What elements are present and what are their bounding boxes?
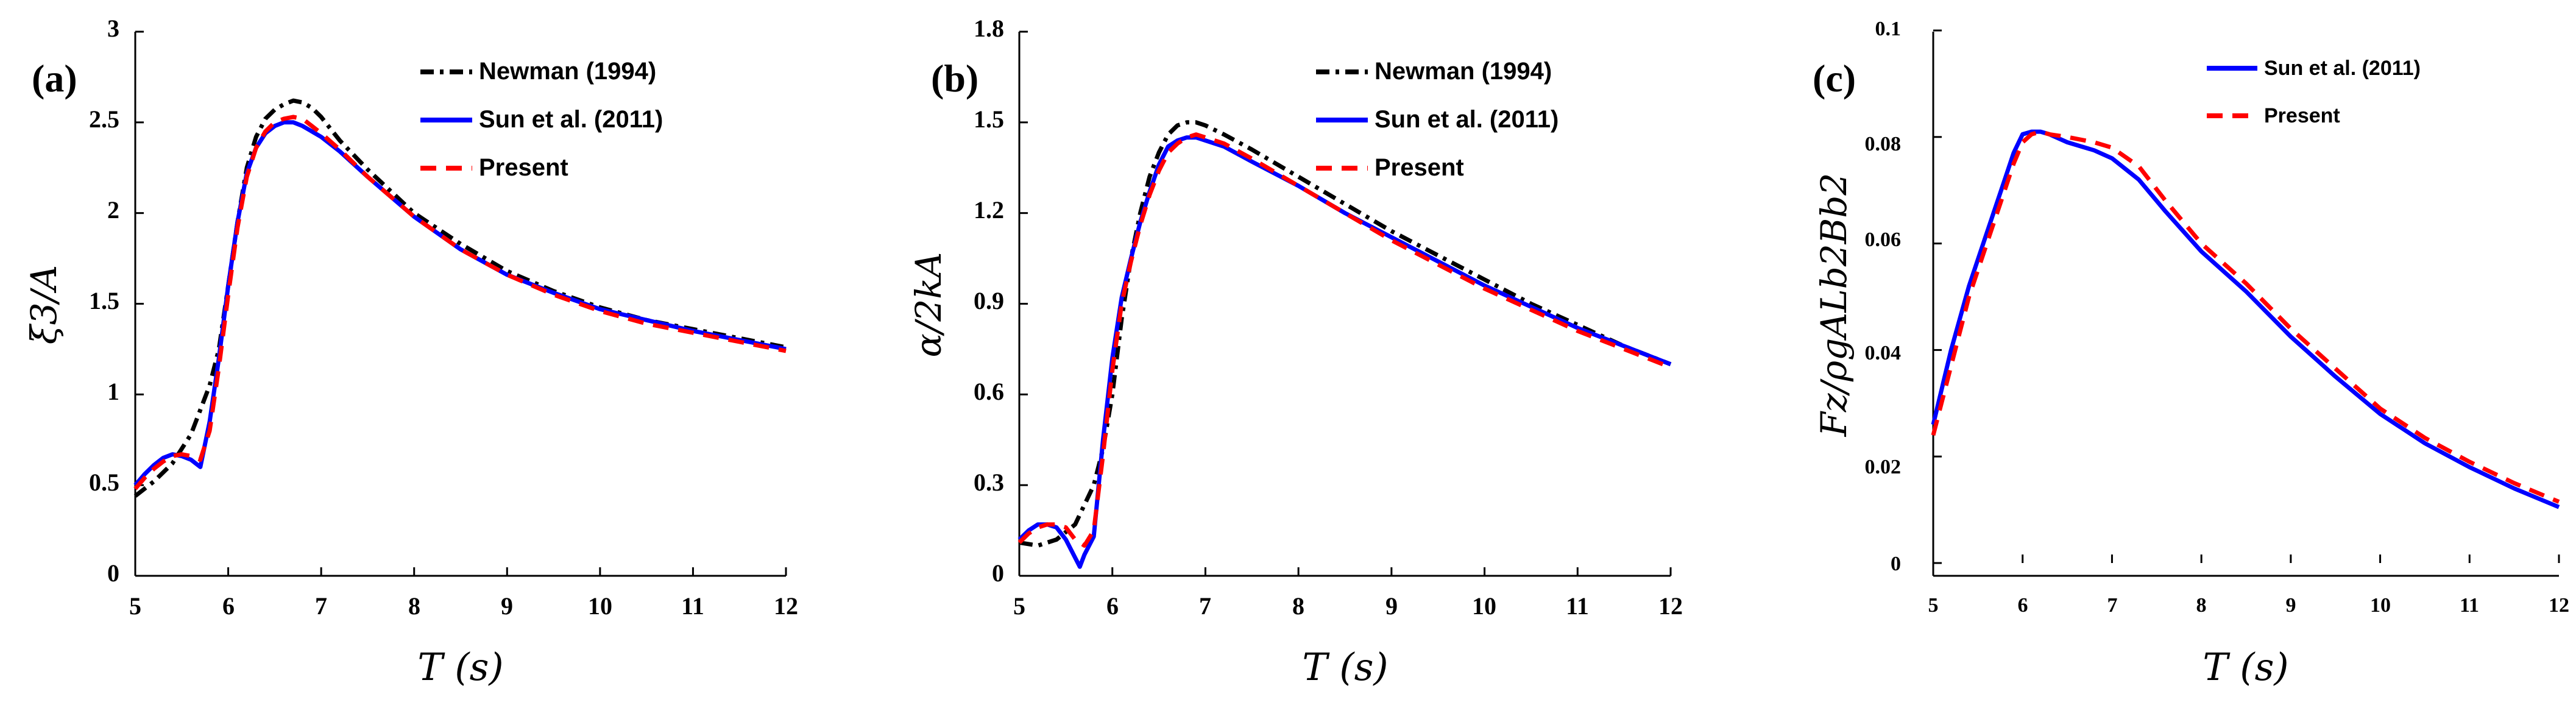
- x-tick-label: 6: [222, 592, 235, 620]
- panel-b: (b) 0 0.3 0.6 0.9 1.2 1.5 1.8 5 6 7 8 9 …: [908, 15, 1683, 689]
- legend-label-sun: Sun et al. (2011): [479, 106, 663, 133]
- x-tick-label: 10: [1472, 592, 1496, 620]
- y-ticks: 0 0.5 1 1.5 2 2.5 3: [89, 15, 119, 587]
- x-axis-label: T (s): [2203, 645, 2288, 689]
- y-tick-label: 0.04: [1865, 342, 1902, 364]
- series-layer: [133, 30, 787, 577]
- y-axis-label: ξ3/A: [23, 265, 65, 344]
- y-tick-label: 1.5: [974, 105, 1004, 133]
- x-tick-label: 6: [2018, 594, 2028, 617]
- x-tick-label: 9: [2286, 594, 2296, 617]
- y-tick-label: 0.02: [1865, 456, 1902, 478]
- x-tick-label: 8: [2196, 594, 2207, 617]
- y-tick-label: 0.9: [974, 287, 1004, 314]
- x-tick-label: 12: [2549, 594, 2569, 617]
- x-tick-label: 8: [1292, 592, 1304, 620]
- x-tick-label: 9: [1385, 592, 1398, 620]
- series-line-present: [1017, 132, 1672, 548]
- series-line-sun-et-al-2011: [1017, 135, 1672, 569]
- x-tick-label: 11: [2460, 594, 2479, 617]
- x-tick-label: 6: [1106, 592, 1119, 620]
- y-tick-label: 1.5: [89, 287, 119, 314]
- y-axis-label: α/2kA: [908, 252, 949, 358]
- x-tick-label: 11: [681, 592, 704, 620]
- x-tick-label: 10: [588, 592, 612, 620]
- panel-label: (c): [1813, 57, 1856, 100]
- y-tick-label: 0: [1891, 553, 1901, 575]
- y-ticks: 0 0.02 0.04 0.06 0.08 0.1: [1865, 18, 1902, 575]
- y-tick-label: 0.6: [974, 378, 1004, 405]
- series-line-sun-et-al-2011: [1931, 129, 2560, 509]
- y-tick-label: 0: [992, 559, 1004, 587]
- legend-label-newman: Newman (1994): [479, 58, 656, 85]
- x-ticks: 5 6 7 8 9 10 11 12: [129, 592, 798, 620]
- series-layer: [1931, 29, 2560, 564]
- y-tick-label: 0.5: [89, 469, 119, 496]
- y-tick-label: 2: [107, 196, 119, 224]
- x-ticks: 5 6 7 8 9 10 11 12: [1013, 592, 1683, 620]
- legend-label-present: Present: [479, 154, 568, 181]
- x-tick-label: 12: [774, 592, 798, 620]
- y-axis-label: Fz/ρgALb2Bb2: [1813, 173, 1855, 438]
- x-tick-label: 5: [1013, 592, 1025, 620]
- x-tick-label: 8: [408, 592, 420, 620]
- panel-a: (a) 0 0.5 1 1.5 2 2.5 3 5 6 7 8 9 10 11 …: [23, 15, 798, 689]
- panel-label: (b): [931, 57, 978, 100]
- x-tick-label: 7: [2107, 594, 2118, 617]
- x-axis-label: T (s): [1302, 645, 1388, 689]
- y-tick-label: 1.8: [974, 15, 1004, 42]
- legend-label-sun: Sun et al. (2011): [1375, 106, 1559, 133]
- series-layer: [1017, 30, 1672, 577]
- legend-label-present: Present: [2264, 104, 2340, 127]
- legend: Sun et al. (2011) Present: [2207, 57, 2421, 127]
- x-tick-label: 12: [1658, 592, 1683, 620]
- series-line-present: [1931, 129, 2560, 504]
- y-ticks: 0 0.3 0.6 0.9 1.2 1.5 1.8: [974, 15, 1004, 587]
- x-tick-label: 7: [315, 592, 327, 620]
- panel-c: (c) 0 0.02 0.04 0.06 0.08 0.1 5 6 7 8 9 …: [1813, 18, 2569, 689]
- x-tick-label: 9: [501, 592, 513, 620]
- panel-label: (a): [32, 57, 77, 100]
- legend: Newman (1994) Sun et al. (2011) Present: [420, 58, 663, 181]
- y-tick-label: 2.5: [89, 105, 119, 133]
- y-tick-label: 1: [107, 378, 119, 405]
- legend-label-sun: Sun et al. (2011): [2264, 57, 2421, 80]
- series-line-present: [133, 115, 787, 491]
- y-tick-label: 0.1: [1875, 18, 1902, 40]
- x-tick-label: 7: [1199, 592, 1211, 620]
- x-axis-label: T (s): [417, 645, 503, 689]
- legend: Newman (1994) Sun et al. (2011) Present: [1316, 58, 1559, 181]
- series-line-newman-1994: [133, 98, 787, 498]
- y-tick-label: 0.08: [1865, 133, 1902, 155]
- legend-label-newman: Newman (1994): [1375, 58, 1552, 85]
- y-tick-label: 0.06: [1865, 229, 1902, 251]
- x-ticks: 5 6 7 8 9 10 11 12: [1928, 594, 2570, 617]
- y-tick-label: 3: [107, 15, 119, 42]
- y-tick-label: 0: [107, 559, 119, 587]
- x-tick-label: 5: [1928, 594, 1939, 617]
- x-tick-label: 10: [2370, 594, 2391, 617]
- series-line-sun-et-al-2011: [133, 120, 787, 487]
- y-tick-label: 0.3: [974, 469, 1004, 496]
- x-tick-label: 11: [1566, 592, 1589, 620]
- y-tick-label: 1.2: [974, 196, 1004, 224]
- x-tick-label: 5: [129, 592, 141, 620]
- legend-label-present: Present: [1375, 154, 1464, 181]
